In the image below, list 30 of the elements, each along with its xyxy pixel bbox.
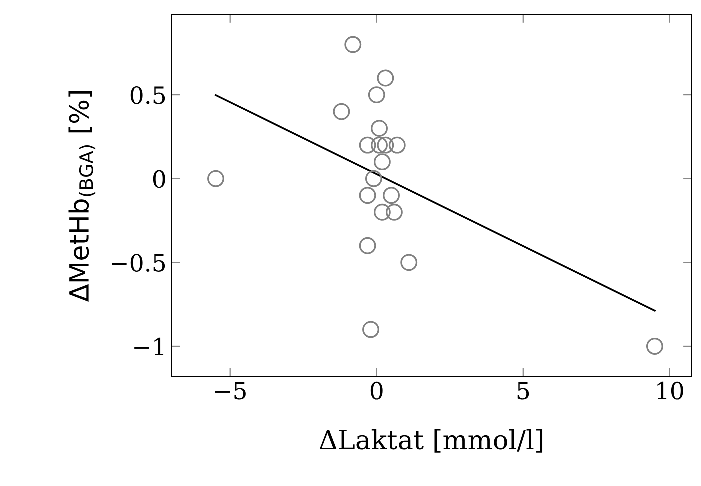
point [208, 170, 224, 188]
point [388, 136, 406, 154]
point [359, 136, 376, 154]
y-tick-label: 0.5 [130, 86, 166, 104]
point [344, 36, 362, 54]
point [374, 154, 391, 171]
point [386, 204, 403, 221]
point [646, 338, 664, 355]
y-tick-label: −0.5 [112, 254, 166, 272]
point [383, 187, 400, 204]
point [362, 321, 380, 338]
point [359, 237, 376, 254]
point [333, 103, 350, 120]
point [374, 204, 391, 221]
x-axis-title: ΔLaktat [mmol/l] [320, 429, 543, 453]
point [359, 187, 376, 204]
point [368, 86, 386, 104]
point [377, 136, 394, 154]
y-axis-title: ΔMetHb$_{(BGA)}$ [%] [68, 91, 96, 302]
point [365, 170, 382, 188]
x-tick-label: 10 [658, 382, 684, 400]
x-tick-label: 0 [370, 382, 383, 400]
point [400, 254, 418, 272]
point [371, 120, 388, 138]
y-tick-label: 0 [153, 170, 166, 188]
x-tick-label: 5 [518, 382, 530, 400]
y-tick-label: −1 [134, 338, 164, 356]
point [371, 136, 388, 154]
x-tick-label: −5 [215, 382, 246, 400]
point [377, 70, 394, 87]
